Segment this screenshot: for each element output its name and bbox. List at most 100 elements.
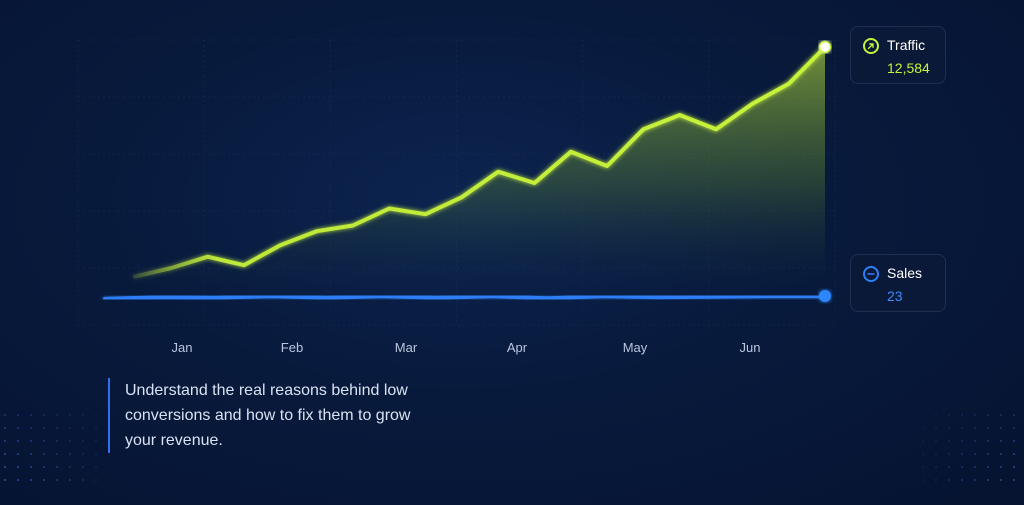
decorative-dot [974,479,976,481]
decorative-dot [987,440,989,442]
decorative-dot [69,479,71,481]
decorative-dot [30,466,32,468]
decorative-dot [974,427,976,429]
decorative-dot [4,453,6,455]
decorative-dot [987,479,989,481]
decorative-dot [4,427,6,429]
decorative-dot [948,479,950,481]
decorative-dot [1000,466,1002,468]
decorative-dot [948,466,950,468]
decorative-dot [961,440,963,442]
decorative-dot [974,414,976,416]
decorative-dot [17,479,19,481]
decorative-dot [95,440,97,442]
decorative-dot [17,414,19,416]
x-tick-label-feb: Feb [281,340,303,355]
decorative-dot [95,479,97,481]
decorative-dot [56,427,58,429]
decorative-dot [987,414,989,416]
decorative-dot [1000,440,1002,442]
sales-value: 23 [887,288,903,304]
decorative-dot [43,440,45,442]
decorative-dot [948,440,950,442]
x-tick-label-may: May [623,340,648,355]
sales-series-name: Sales [887,265,923,281]
traffic-legend-card: Traffic 12,584 [850,26,946,84]
decorative-dot [17,453,19,455]
decorative-dot [922,427,924,429]
decorative-dot [1000,479,1002,481]
decorative-dot [987,427,989,429]
decorative-dot [935,427,937,429]
decorative-dot [56,414,58,416]
decorative-dot [30,427,32,429]
traffic-line [133,45,827,279]
decorative-dot [935,440,937,442]
decorative-dot [4,414,6,416]
x-tick-label-jan: Jan [172,340,193,355]
decorative-dot [56,440,58,442]
decorative-dot [1000,427,1002,429]
decorative-dot [17,440,19,442]
decorative-dot [935,453,937,455]
traffic-area [135,47,825,298]
decorative-dot [1013,453,1015,455]
decorative-dot [82,414,84,416]
decorative-dot [1013,479,1015,481]
x-tick-label-mar: Mar [395,340,418,355]
decorative-dot [82,453,84,455]
x-tick-label-jun: Jun [740,340,761,355]
decorative-dot [948,414,950,416]
sales-end-point [819,290,831,302]
decorative-dot [69,440,71,442]
decorative-dot [961,453,963,455]
decorative-dot [1013,414,1015,416]
decorative-dot [1000,414,1002,416]
decorative-dot [948,427,950,429]
decorative-dot [43,453,45,455]
decorative-dot [30,414,32,416]
decorative-dot [974,466,976,468]
arrow-up-right-icon [863,38,879,54]
decorative-dot [56,479,58,481]
decorative-dot [95,453,97,455]
decorative-dot [961,466,963,468]
decorative-dot [4,466,6,468]
decorative-dot [82,427,84,429]
decorative-dot [95,466,97,468]
decorative-dot [1013,440,1015,442]
decorative-dot [935,414,937,416]
decorative-dot [922,479,924,481]
decorative-dot [30,440,32,442]
decorative-dot [82,479,84,481]
decorative-dot [974,453,976,455]
traffic-value: 12,584 [887,60,930,76]
decorative-dot [1013,466,1015,468]
decorative-dot [82,440,84,442]
sales-line [103,294,827,301]
decorative-dot [95,414,97,416]
traffic-end-point [818,40,832,54]
decorative-dot [922,440,924,442]
decorative-dot [17,466,19,468]
decorative-dot [69,427,71,429]
decorative-dot [961,414,963,416]
decorative-dot [43,427,45,429]
decorative-dot [30,453,32,455]
decorative-dot [922,414,924,416]
decorative-dot [935,466,937,468]
x-tick-label-apr: Apr [507,340,528,355]
decorative-dot [56,453,58,455]
decorative-dot [69,414,71,416]
decorative-dot [17,427,19,429]
traffic-series-name: Traffic [887,37,926,53]
decorative-dot [4,479,6,481]
decorative-dot [948,453,950,455]
decorative-dot [961,427,963,429]
decorative-dot [922,453,924,455]
decorative-dot [95,427,97,429]
sales-legend-card: Sales 23 [850,254,946,312]
decorative-dot [43,466,45,468]
minus-icon [863,266,879,282]
